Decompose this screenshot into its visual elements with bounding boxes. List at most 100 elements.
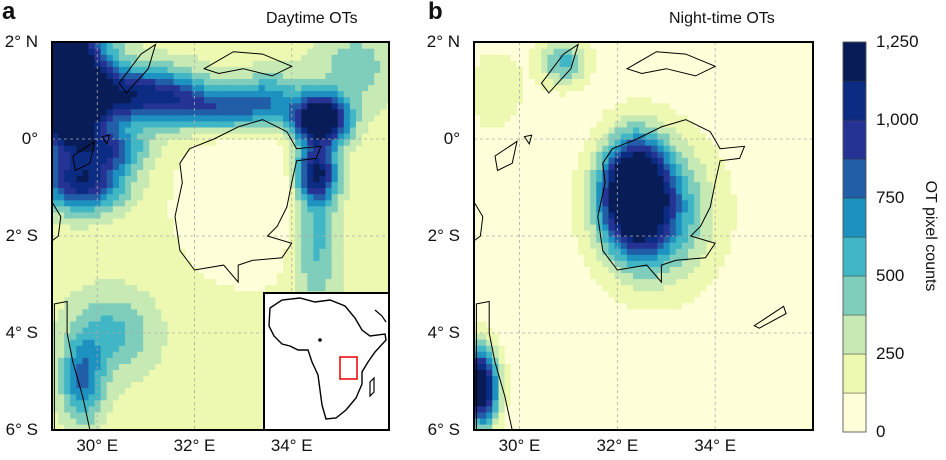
heatmap-cell (349, 151, 357, 158)
heatmap-cell (553, 145, 561, 152)
heatmap-cell (529, 357, 536, 364)
heatmap-cell (88, 248, 96, 255)
heatmap-cell (197, 345, 205, 352)
heatmap-cell (386, 211, 389, 219)
heatmap-cell (486, 272, 493, 280)
heatmap-cell (283, 211, 290, 219)
heatmap-cell (70, 78, 77, 86)
heatmap-cell (118, 223, 126, 231)
heatmap-cell (88, 193, 96, 201)
heatmap-cell (228, 260, 235, 267)
heatmap-cell (185, 345, 193, 352)
heatmap-cell (143, 308, 150, 316)
heatmap-cell (337, 42, 345, 49)
heatmap-cell (355, 175, 363, 183)
heatmap-cell (474, 375, 481, 383)
heatmap-cell (161, 308, 169, 316)
heatmap-cell (368, 205, 375, 213)
heatmap-cell (137, 266, 144, 273)
heatmap-cell (204, 333, 211, 340)
heatmap-cell (283, 217, 290, 225)
heatmap-cell (486, 217, 493, 225)
heatmap-cell (143, 217, 150, 225)
heatmap-cell (289, 205, 296, 213)
heatmap-cell (386, 272, 389, 280)
heatmap-cell (222, 132, 229, 140)
heatmap-cell (197, 393, 205, 401)
heatmap-cell (541, 126, 548, 134)
heatmap-cell (565, 48, 573, 55)
heatmap-cell (510, 290, 518, 298)
heatmap-cell (295, 260, 302, 267)
heatmap-cell (283, 145, 290, 152)
heatmap-cell (52, 357, 59, 364)
heatmap-cell (380, 163, 387, 170)
heatmap-cell (553, 381, 561, 389)
heatmap-cell (131, 66, 138, 73)
heatmap-cell (234, 78, 242, 86)
heatmap-cell (474, 399, 481, 407)
heatmap-cell (498, 139, 506, 146)
heatmap-cell (276, 96, 284, 104)
heatmap-cell (510, 417, 518, 425)
heatmap-cell (82, 339, 90, 346)
heatmap-cell (167, 242, 175, 249)
heatmap-cell (547, 242, 555, 249)
heatmap-cell (295, 42, 302, 49)
heatmap-cell (52, 102, 59, 110)
heatmap-cell (161, 326, 169, 334)
heatmap-cell (222, 417, 229, 425)
heatmap-cell (143, 266, 150, 273)
heatmap-cell (380, 126, 387, 134)
heatmap-cell (337, 54, 345, 61)
heatmap-cell (547, 175, 555, 183)
heatmap-cell (313, 199, 321, 207)
heatmap-cell (349, 181, 357, 189)
heatmap-cell (210, 393, 217, 401)
heatmap-cell (112, 193, 120, 201)
heatmap-cell (167, 278, 175, 286)
heatmap-cell (131, 351, 138, 358)
heatmap-cell (179, 290, 187, 298)
heatmap-cell (76, 120, 83, 128)
heatmap-cell (504, 229, 512, 237)
heatmap-cell (559, 320, 567, 328)
heatmap-cell (143, 320, 150, 328)
heatmap-cell (331, 48, 339, 55)
heatmap-cell (70, 363, 77, 370)
heatmap-cell (362, 102, 369, 110)
heatmap-cell (325, 151, 333, 158)
heatmap-cell (295, 169, 302, 176)
heatmap-cell (137, 284, 144, 292)
heatmap-cell (590, 114, 597, 122)
heatmap-cell (161, 84, 169, 92)
heatmap-cell (602, 387, 610, 395)
heatmap-cell (234, 217, 242, 225)
heatmap-cell (210, 314, 217, 322)
heatmap-cell (596, 132, 603, 140)
heatmap-cell (498, 78, 506, 86)
heatmap-cell (70, 326, 77, 334)
heatmap-cell (106, 345, 114, 352)
heatmap-cell (64, 66, 71, 73)
heatmap-cell (167, 405, 175, 413)
lake-albert-outline (118, 43, 157, 94)
heatmap-cell (64, 199, 71, 207)
heatmap-cell (578, 205, 585, 213)
heatmap-cell (88, 393, 96, 401)
heatmap-cell (535, 302, 542, 310)
heatmap-cell (510, 387, 518, 395)
heatmap-cell (553, 84, 561, 92)
heatmap-cell (70, 193, 77, 201)
heatmap-cell (88, 236, 96, 243)
heatmap-cell (173, 42, 181, 49)
heatmap-cell (596, 72, 603, 79)
heatmap-cell (179, 254, 187, 261)
heatmap-cell (386, 126, 389, 134)
heatmap-cell (510, 102, 518, 110)
heatmap-cell (295, 217, 302, 225)
heatmap-cell (559, 260, 567, 267)
heatmap-cell (578, 223, 585, 231)
heatmap-cell (547, 266, 555, 273)
heatmap-cell (124, 333, 132, 340)
